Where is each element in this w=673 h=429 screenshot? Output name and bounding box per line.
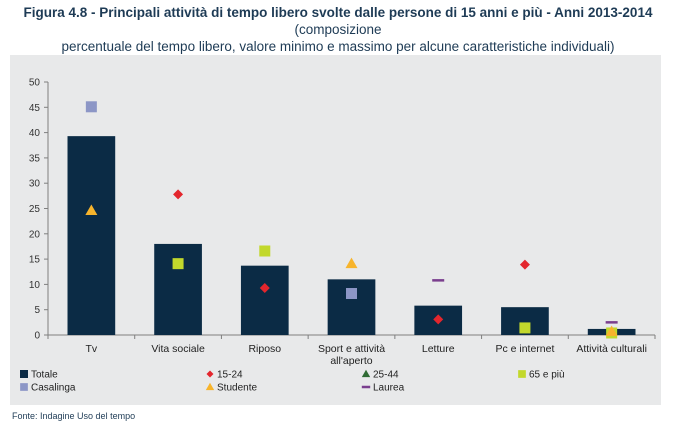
marker-15-24-letture bbox=[433, 314, 444, 325]
chart-panel: 0 5 10 15 20 25 30 35 40 45 50 Tv Vita sociale Riposo… bbox=[10, 55, 661, 405]
marker-15-24-riposo bbox=[259, 282, 270, 293]
source-note: Fonte: Indagine Uso del tempo bbox=[12, 411, 136, 421]
marker-65-e-piu-pc-e-internet bbox=[519, 322, 531, 334]
y-tick-label: 40 bbox=[29, 128, 41, 139]
legend-15-24-swatch bbox=[206, 370, 214, 378]
marker-15-24-pc-e-internet bbox=[519, 259, 530, 270]
y-tick-label: 0 bbox=[34, 331, 40, 342]
legend-65-e-piu-swatch bbox=[518, 370, 526, 378]
figure-title: Figura 4.8 - Principali attività di temp… bbox=[8, 4, 668, 55]
x-category-label: Letture bbox=[422, 343, 455, 355]
legend-laurea-label: Laurea bbox=[373, 383, 405, 394]
y-tick-label: 15 bbox=[29, 255, 41, 266]
legend-25-44-swatch bbox=[361, 369, 371, 378]
bar-totale-riposo bbox=[240, 265, 289, 335]
marker-studente-tv bbox=[85, 204, 98, 216]
figure-subtitle: percentuale del tempo libero, valore min… bbox=[61, 39, 615, 54]
x-category-label: Tv bbox=[86, 343, 98, 355]
legend-casalinga-label: Casalinga bbox=[31, 383, 76, 394]
x-category-label: Pc e internet bbox=[495, 343, 554, 355]
legend-65-e-piu-label: 65 e più bbox=[529, 370, 565, 381]
marker-studente-sport-e-attivita-all-aperto bbox=[345, 257, 358, 269]
marker-65-e-piu-vita-sociale bbox=[172, 258, 184, 270]
marker-65-e-piu-riposo bbox=[259, 245, 271, 257]
y-tick-label: 25 bbox=[29, 204, 41, 215]
figure-title-rest: (composizione bbox=[294, 22, 382, 37]
marker-15-24-vita-sociale bbox=[173, 189, 184, 200]
bar-chart: 0 5 10 15 20 25 30 35 40 45 50 Tv Vita sociale Riposo… bbox=[20, 78, 656, 394]
legend-15-24-label: 15-24 bbox=[217, 370, 243, 381]
legend-25-44-label: 25-44 bbox=[373, 370, 399, 381]
y-tick-label: 35 bbox=[29, 153, 41, 164]
legend-casalinga-swatch bbox=[20, 383, 28, 391]
marker-studente-attivita-culturali bbox=[605, 325, 618, 336]
y-tick-label: 45 bbox=[29, 103, 41, 114]
y-tick-label: 30 bbox=[29, 179, 41, 190]
marker-casalinga-tv bbox=[85, 101, 97, 113]
legend-studente-label: Studente bbox=[217, 383, 257, 394]
figure-title-bold: Figura 4.8 - Principali attività di temp… bbox=[23, 5, 653, 20]
bar-totale-vita-sociale bbox=[154, 243, 202, 335]
x-category-label: Riposo bbox=[248, 343, 281, 355]
legend-studente-swatch bbox=[205, 382, 215, 391]
legend-totale-swatch bbox=[20, 370, 28, 378]
legend-totale-label: Totale bbox=[31, 370, 58, 381]
x-category-label: Sport e attività all'aperto bbox=[318, 343, 385, 367]
bar-totale-sport-e-attivita-all-aperto bbox=[327, 279, 376, 335]
marker-casalinga-sport-e-attivita-all-aperto bbox=[346, 288, 357, 300]
bar-totale-tv bbox=[67, 136, 116, 335]
y-tick-label: 20 bbox=[29, 229, 41, 240]
y-tick-label: 10 bbox=[29, 280, 41, 291]
y-tick-label: 5 bbox=[34, 305, 40, 316]
y-tick-label: 50 bbox=[29, 78, 41, 89]
x-category-label: Attività culturali bbox=[576, 343, 647, 355]
x-category-label: Vita sociale bbox=[151, 343, 205, 355]
